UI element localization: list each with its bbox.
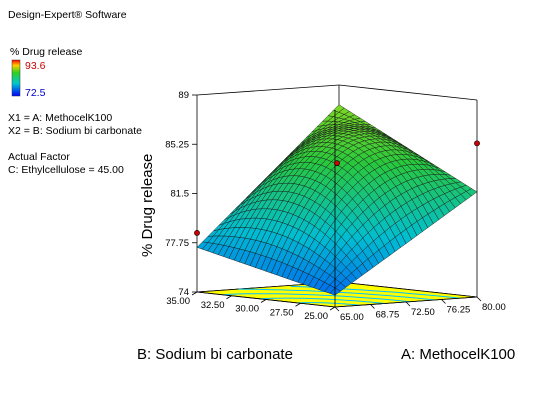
a-tick: [441, 299, 446, 304]
b-tick: [329, 306, 336, 311]
a-tick: [334, 306, 340, 312]
b-tick: [226, 295, 232, 300]
legend-panel: Design-Expert® Software % Drug release 9…: [8, 9, 142, 176]
design-points: [194, 140, 480, 236]
a-tick-label: 72.50: [411, 307, 435, 318]
contour-line: [297, 302, 361, 306]
factor-x1-label: X1 = A: MethocelK100: [8, 112, 112, 124]
b-tick-label: 27.50: [270, 307, 294, 318]
b-tick-label: 35.00: [166, 296, 190, 307]
design-point: [474, 140, 480, 147]
contour-line: [259, 297, 386, 304]
scale-low-value: 72.5: [25, 87, 46, 99]
box-edge-4: [338, 84, 478, 101]
b-tick: [191, 291, 198, 296]
axis-ticks: 65.00 68.75 72.50 76.25 80.00 25.00 27.50 30.00…: [165, 90, 506, 323]
z-tick-label: 85.25: [165, 139, 189, 150]
a-tick: [405, 301, 411, 307]
a-tick-label: 76.25: [447, 305, 471, 316]
a-tick: [476, 296, 482, 302]
actual-factor-title: Actual Factor: [8, 151, 70, 163]
z-tick-label: 77.75: [165, 238, 189, 249]
b-tick-label: 25.00: [304, 311, 328, 322]
factor-x2-label: X2 = B: Sodium bi carbonate: [8, 125, 142, 137]
z-tick-label: 89: [178, 90, 189, 101]
x-axis-title: B: Sodium bi carbonate: [137, 346, 293, 363]
b-tick: [295, 302, 301, 307]
a-tick: [370, 304, 375, 309]
z-tick-label: 74: [178, 287, 189, 298]
b-tick: [260, 299, 267, 303]
b-tick-label: 32.50: [201, 300, 225, 311]
a-tick-label: 80.00: [482, 302, 506, 313]
design-point: [334, 160, 340, 167]
color-scale-bar: [11, 59, 21, 97]
design-point: [194, 229, 200, 236]
response-name: % Drug release: [10, 46, 83, 58]
a-tick-label: 65.00: [340, 312, 364, 323]
response-surface: [196, 104, 478, 296]
software-label: Design-Expert® Software: [8, 9, 127, 21]
plot-area: 65.00 68.75 72.50 76.25 80.00 25.00 27.50 30.00…: [165, 84, 506, 323]
a-tick-label: 68.75: [376, 310, 400, 321]
y-axis-title: A: MethocelK100: [401, 346, 515, 363]
z-axis-title: % Drug release: [139, 154, 156, 257]
b-tick-label: 30.00: [235, 304, 259, 315]
z-tick-label: 81.5: [171, 189, 190, 200]
box-edge-3: [196, 84, 340, 96]
contour-line: [222, 293, 411, 303]
scale-high-value: 93.6: [25, 60, 46, 72]
actual-factor-value: C: Ethylcellulose = 45.00: [8, 164, 124, 176]
